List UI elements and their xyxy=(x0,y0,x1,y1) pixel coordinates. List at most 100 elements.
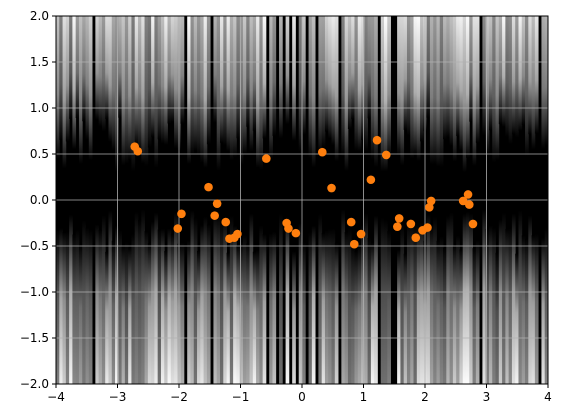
density-streak-lower xyxy=(332,228,336,384)
density-streak-upper xyxy=(509,16,513,144)
density-streak-upper xyxy=(332,16,336,145)
density-streak-upper xyxy=(168,16,172,123)
density-streak-lower xyxy=(466,212,470,384)
density-streak-upper xyxy=(345,16,349,171)
density-streak-lower xyxy=(345,232,349,384)
density-streak-upper xyxy=(269,16,273,159)
density-streak-upper xyxy=(384,16,388,171)
density-streak-lower xyxy=(95,224,99,384)
density-streak-lower xyxy=(322,233,326,384)
density-streak-upper xyxy=(227,16,231,151)
density-streak-upper xyxy=(456,16,460,136)
data-point xyxy=(262,154,271,163)
density-streak-lower xyxy=(99,230,103,384)
density-streak-upper xyxy=(158,16,162,139)
data-point xyxy=(221,218,230,227)
density-streak-upper xyxy=(489,16,493,130)
x-tick-label: 2 xyxy=(421,390,429,404)
density-streak-lower xyxy=(66,232,70,384)
density-streak-upper xyxy=(72,16,76,149)
density-streak-lower xyxy=(469,214,473,384)
density-streak-upper xyxy=(453,16,457,162)
density-streak-upper xyxy=(164,16,168,145)
density-streak-lower xyxy=(108,210,112,384)
density-streak-upper xyxy=(404,16,408,130)
x-axis: −4 −3 −2 −1 0 1 2 3 4 xyxy=(47,384,552,404)
density-streak-lower xyxy=(86,228,90,384)
density-streak-upper xyxy=(309,16,313,158)
density-streak-lower xyxy=(181,242,185,384)
density-streak-lower xyxy=(263,234,267,384)
density-streak-upper xyxy=(302,16,306,135)
density-streak-upper xyxy=(397,16,401,156)
density-streak-lower xyxy=(427,214,431,384)
density-streak-lower xyxy=(236,246,240,384)
data-point xyxy=(350,240,359,249)
data-point xyxy=(318,148,327,157)
density-streak-upper xyxy=(207,16,211,144)
density-streak-upper xyxy=(463,16,467,172)
data-point xyxy=(292,229,301,238)
density-streak-lower xyxy=(512,214,516,384)
density-streak-lower xyxy=(256,250,260,384)
density-streak-upper xyxy=(381,16,385,171)
density-streak-lower xyxy=(223,220,227,384)
y-tick-label: 2.0 xyxy=(30,9,49,23)
x-tick-label: −3 xyxy=(109,390,127,404)
density-streak-upper xyxy=(312,16,316,167)
density-streak-upper xyxy=(105,16,109,119)
density-streak-lower xyxy=(387,231,391,384)
density-streak-lower xyxy=(407,223,411,384)
density-streak-lower xyxy=(528,215,532,384)
density-streak-lower xyxy=(354,251,358,384)
density-streak-upper xyxy=(466,16,470,158)
density-streak-lower xyxy=(404,254,408,384)
density-streak-lower xyxy=(72,235,76,384)
density-streak-lower xyxy=(122,246,126,384)
y-tick-label: −1.5 xyxy=(20,331,49,345)
density-streak-upper xyxy=(213,16,217,123)
density-streak-upper xyxy=(99,16,103,126)
density-streak-lower xyxy=(489,225,493,384)
density-streak-upper xyxy=(230,16,234,161)
density-streak-lower xyxy=(286,217,290,384)
density-streak-upper xyxy=(348,16,352,129)
density-streak-upper xyxy=(272,16,276,136)
y-tick-label: −1.0 xyxy=(20,285,49,299)
density-streak-lower xyxy=(417,225,421,384)
density-streak-lower xyxy=(131,234,135,384)
data-point xyxy=(464,190,473,199)
data-point xyxy=(411,233,420,242)
density-streak-lower xyxy=(59,228,63,384)
density-streak-upper xyxy=(220,16,224,143)
density-streak-lower xyxy=(145,231,149,384)
data-point xyxy=(133,147,142,156)
density-streak-upper xyxy=(161,16,165,143)
density-streak-lower xyxy=(128,247,132,384)
density-streak-upper xyxy=(135,16,139,145)
density-streak-upper xyxy=(515,16,519,137)
density-streak-upper xyxy=(436,16,440,167)
density-streak-lower xyxy=(443,248,447,384)
density-streak-upper xyxy=(535,16,539,134)
density-streak-upper xyxy=(141,16,145,163)
density-streak-upper xyxy=(318,16,322,154)
density-streak-lower xyxy=(115,226,119,384)
density-streak-upper xyxy=(364,16,368,151)
density-streak-lower xyxy=(63,232,67,384)
density-streak-upper xyxy=(410,16,414,159)
density-streak-upper xyxy=(446,16,450,137)
density-streak-upper xyxy=(246,16,250,127)
density-streak-lower xyxy=(309,232,313,384)
density-streak-upper xyxy=(200,16,204,163)
density-streak-upper xyxy=(122,16,126,165)
density-streak-upper xyxy=(450,16,454,146)
density-streak-lower xyxy=(397,250,401,384)
density-streak-lower xyxy=(459,249,463,384)
density-streak-lower xyxy=(233,225,237,384)
density-streak-lower xyxy=(361,225,365,384)
density-streak-upper xyxy=(174,16,178,148)
y-tick-label: 0.5 xyxy=(30,147,49,161)
density-streak-lower xyxy=(522,235,526,384)
